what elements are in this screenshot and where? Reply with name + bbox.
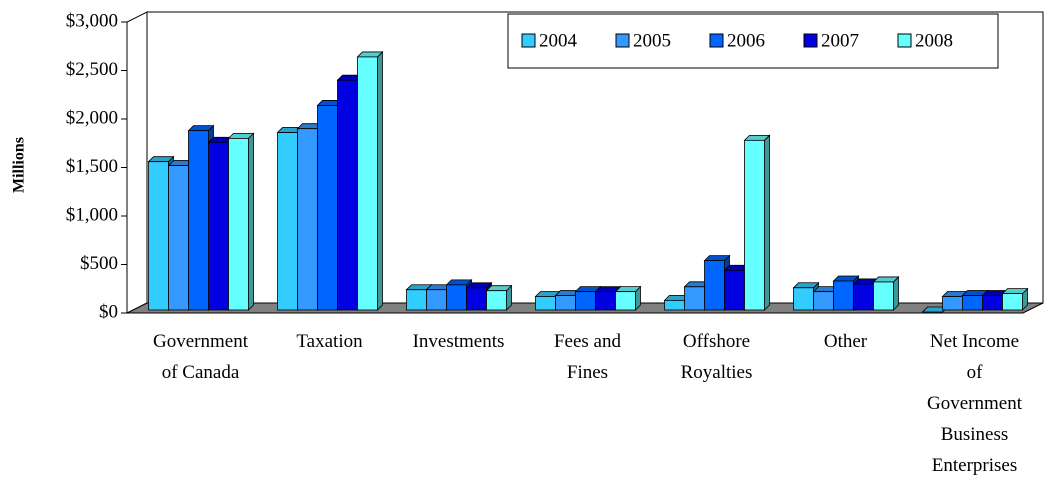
bar-top <box>356 51 384 58</box>
bar <box>942 296 963 311</box>
legend-label: 2004 <box>539 30 578 51</box>
bar-top <box>445 279 473 286</box>
bar <box>337 79 358 311</box>
x-tick-label: Net Income of Government Business Enterp… <box>927 331 1022 476</box>
y-tick-label: $3,000 <box>66 10 118 31</box>
legend-label: 2005 <box>633 30 671 51</box>
bar-top <box>872 276 900 283</box>
bar <box>406 289 427 311</box>
bar <box>615 291 636 311</box>
bar-top <box>1001 288 1029 295</box>
x-tick-label: Offshore Royalties <box>680 331 753 383</box>
y-tick-label: $2,000 <box>66 107 118 128</box>
bar <box>357 56 378 311</box>
legend-label: 2008 <box>915 30 953 51</box>
bar-top <box>187 125 215 132</box>
bar <box>575 291 596 311</box>
y-axis-label: Millions <box>11 137 28 193</box>
x-tick-label: Investments <box>412 331 505 352</box>
bar <box>535 296 556 311</box>
bar <box>744 139 765 311</box>
bar-top <box>147 156 175 163</box>
bar <box>426 289 447 311</box>
bar <box>982 295 1003 311</box>
legend-swatch <box>897 33 912 48</box>
x-tick-label: Other <box>823 331 868 352</box>
bar <box>704 260 725 311</box>
bar-top <box>703 255 731 262</box>
bar <box>664 299 685 311</box>
bar <box>486 290 507 311</box>
legend <box>507 13 999 69</box>
bar <box>277 132 298 311</box>
bar-top <box>832 275 860 282</box>
y-tick-label: $0 <box>99 301 118 322</box>
bar <box>684 286 705 311</box>
legend-swatch <box>521 33 536 48</box>
bar <box>833 280 854 311</box>
bar <box>724 269 745 311</box>
bar-top <box>743 134 771 141</box>
bar-top <box>465 282 493 289</box>
x-tick-label: Government of Canada <box>153 331 248 383</box>
y-tick-label: $1,000 <box>66 204 118 225</box>
bar <box>317 105 338 311</box>
legend-swatch <box>709 33 724 48</box>
legend-swatch <box>803 33 818 48</box>
bar <box>446 284 467 311</box>
bar <box>793 287 814 311</box>
bar <box>1002 293 1023 311</box>
bar-top <box>227 132 255 139</box>
bar <box>188 130 209 311</box>
bar-top <box>614 286 642 293</box>
bar <box>297 128 318 311</box>
legend-swatch <box>615 33 630 48</box>
legend-label: 2007 <box>821 30 859 51</box>
bar-side <box>764 134 770 311</box>
y-tick-label: $500 <box>80 253 118 274</box>
bar <box>148 161 169 311</box>
legend-label: 2006 <box>727 30 765 51</box>
x-tick-label: Fees and Fines <box>553 331 621 383</box>
bar <box>962 295 983 311</box>
bar-side <box>893 275 899 311</box>
bar <box>466 287 487 311</box>
bar <box>228 137 249 311</box>
bar-side <box>377 50 383 311</box>
x-tick-label: Taxation <box>296 331 363 352</box>
side-wall <box>126 11 148 314</box>
bar <box>168 165 189 311</box>
bar <box>853 283 874 311</box>
bar <box>208 141 229 311</box>
bar <box>813 291 834 311</box>
y-tick-label: $2,500 <box>66 59 118 80</box>
bar <box>595 291 616 311</box>
bar <box>873 281 894 311</box>
bar <box>555 295 576 311</box>
bar-top <box>792 282 820 289</box>
bar-side <box>248 132 254 311</box>
bar-top <box>485 285 513 292</box>
y-tick-label: $1,500 <box>66 156 118 177</box>
